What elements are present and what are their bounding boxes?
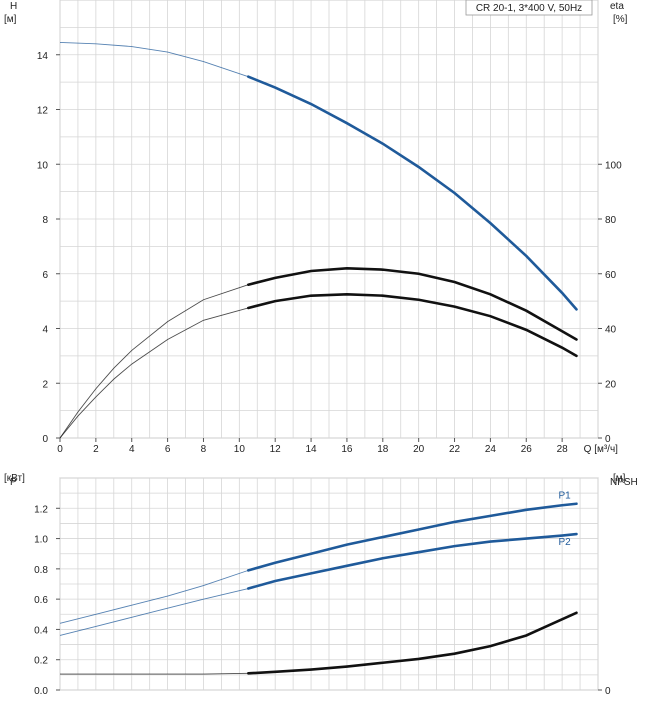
series-3-line-thin: [59, 307, 249, 439]
left-axis-label: P: [10, 477, 17, 488]
series-1-line: [247, 75, 578, 311]
x-tick-label: 10: [234, 444, 246, 455]
series-2-line: [247, 532, 578, 590]
left-tick-label: 8: [42, 215, 48, 226]
right-axis-label: eta: [610, 1, 624, 12]
x-tick-label: 16: [341, 444, 353, 455]
left-axis-unit: [кВт]: [4, 473, 25, 484]
left-tick-label: 14: [37, 51, 49, 62]
series-label-p1: P1: [558, 491, 571, 502]
right-axis-unit: [м]: [613, 473, 626, 484]
x-tick-label: 2: [93, 444, 99, 455]
x-tick-label: 20: [413, 444, 425, 455]
left-tick-label: 0.4: [34, 625, 48, 636]
x-tick-label: 24: [485, 444, 497, 455]
series-1-line-thin: [59, 569, 249, 624]
right-axis-label: NPSH: [610, 477, 638, 488]
x-tick-label: 6: [165, 444, 171, 455]
series-3-line: [247, 611, 578, 675]
x-tick-label: 14: [306, 444, 318, 455]
series-2-line: [247, 266, 578, 341]
x-tick-label: 28: [557, 444, 569, 455]
x-tick-label: 0: [57, 444, 63, 455]
series-3-line-thin: [60, 672, 249, 675]
panel-2: 0.00.20.40.60.81.01.2024681012P[кВт]NPSH…: [4, 473, 638, 697]
model-badge: CR 20-1, 3*400 V, 50Hz: [476, 3, 582, 14]
left-tick-label: 10: [37, 160, 49, 171]
series-1-line: [247, 502, 578, 572]
left-axis-unit: [м]: [4, 14, 17, 25]
x-tick-label: 8: [201, 444, 207, 455]
right-tick-label: 0: [605, 434, 611, 445]
series-label-p2: P2: [558, 537, 571, 548]
right-tick-label: 40: [605, 325, 617, 336]
series-2-line-thin: [59, 284, 249, 439]
left-tick-label: 0.6: [34, 595, 48, 606]
right-axis-unit: [%]: [613, 14, 628, 25]
left-tick-label: 0.0: [34, 686, 48, 697]
badge-box: [465, 0, 593, 16]
left-tick-label: 1.0: [34, 535, 48, 546]
series-3-line: [247, 292, 578, 358]
left-tick-label: 1.2: [34, 504, 48, 515]
right-tick-label: 60: [605, 270, 617, 281]
left-tick-label: 0: [42, 434, 48, 445]
x-tick-label: 26: [521, 444, 533, 455]
left-tick-label: 12: [37, 106, 49, 117]
x-tick-label: 4: [129, 444, 135, 455]
left-tick-label: 6: [42, 270, 48, 281]
x-tick-label: 18: [377, 444, 389, 455]
right-tick-label: 20: [605, 379, 617, 390]
x-tick-label: 22: [449, 444, 461, 455]
x-axis-label: Q [м³/ч]: [584, 444, 619, 455]
left-tick-label: 4: [42, 325, 48, 336]
series-2-line-thin: [59, 588, 249, 636]
right-tick-label: 100: [605, 160, 622, 171]
left-axis-label: H: [10, 1, 17, 12]
x-tick-label: 12: [270, 444, 282, 455]
left-tick-label: 0.8: [34, 565, 48, 576]
left-tick-label: 2: [42, 379, 48, 390]
left-tick-label: 0.2: [34, 656, 48, 667]
right-tick-label: 80: [605, 215, 617, 226]
right-tick-label: 0: [605, 686, 611, 697]
series-1-line-thin: [59, 41, 249, 78]
